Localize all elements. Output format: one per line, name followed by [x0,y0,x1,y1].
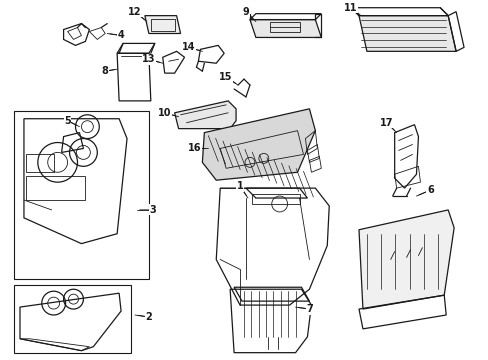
Text: 5: 5 [64,116,71,126]
Polygon shape [144,15,180,33]
Text: 8: 8 [102,66,108,76]
Bar [14,285,131,353]
Text: 15: 15 [219,72,232,82]
Text: 16: 16 [187,144,201,153]
Bar [150,19,174,31]
Text: 10: 10 [158,108,171,118]
Polygon shape [358,210,453,309]
Text: 12: 12 [128,7,142,17]
Bar [251,194,299,204]
Text: 13: 13 [142,54,155,64]
Polygon shape [202,109,315,180]
Text: 2: 2 [145,312,152,322]
Text: 11: 11 [344,3,357,13]
Text: 3: 3 [149,205,156,215]
Text: 14: 14 [182,42,195,52]
Text: 7: 7 [305,304,312,314]
Polygon shape [174,101,236,129]
Bar [269,22,299,32]
Bar [26,176,85,200]
Text: 9: 9 [242,7,249,17]
Text: 1: 1 [236,181,243,191]
Text: 4: 4 [118,31,124,40]
Text: 6: 6 [426,185,433,195]
Bar [26,154,54,172]
Polygon shape [358,15,455,51]
Polygon shape [249,19,321,37]
Text: 17: 17 [379,118,393,128]
Bar [14,111,148,279]
